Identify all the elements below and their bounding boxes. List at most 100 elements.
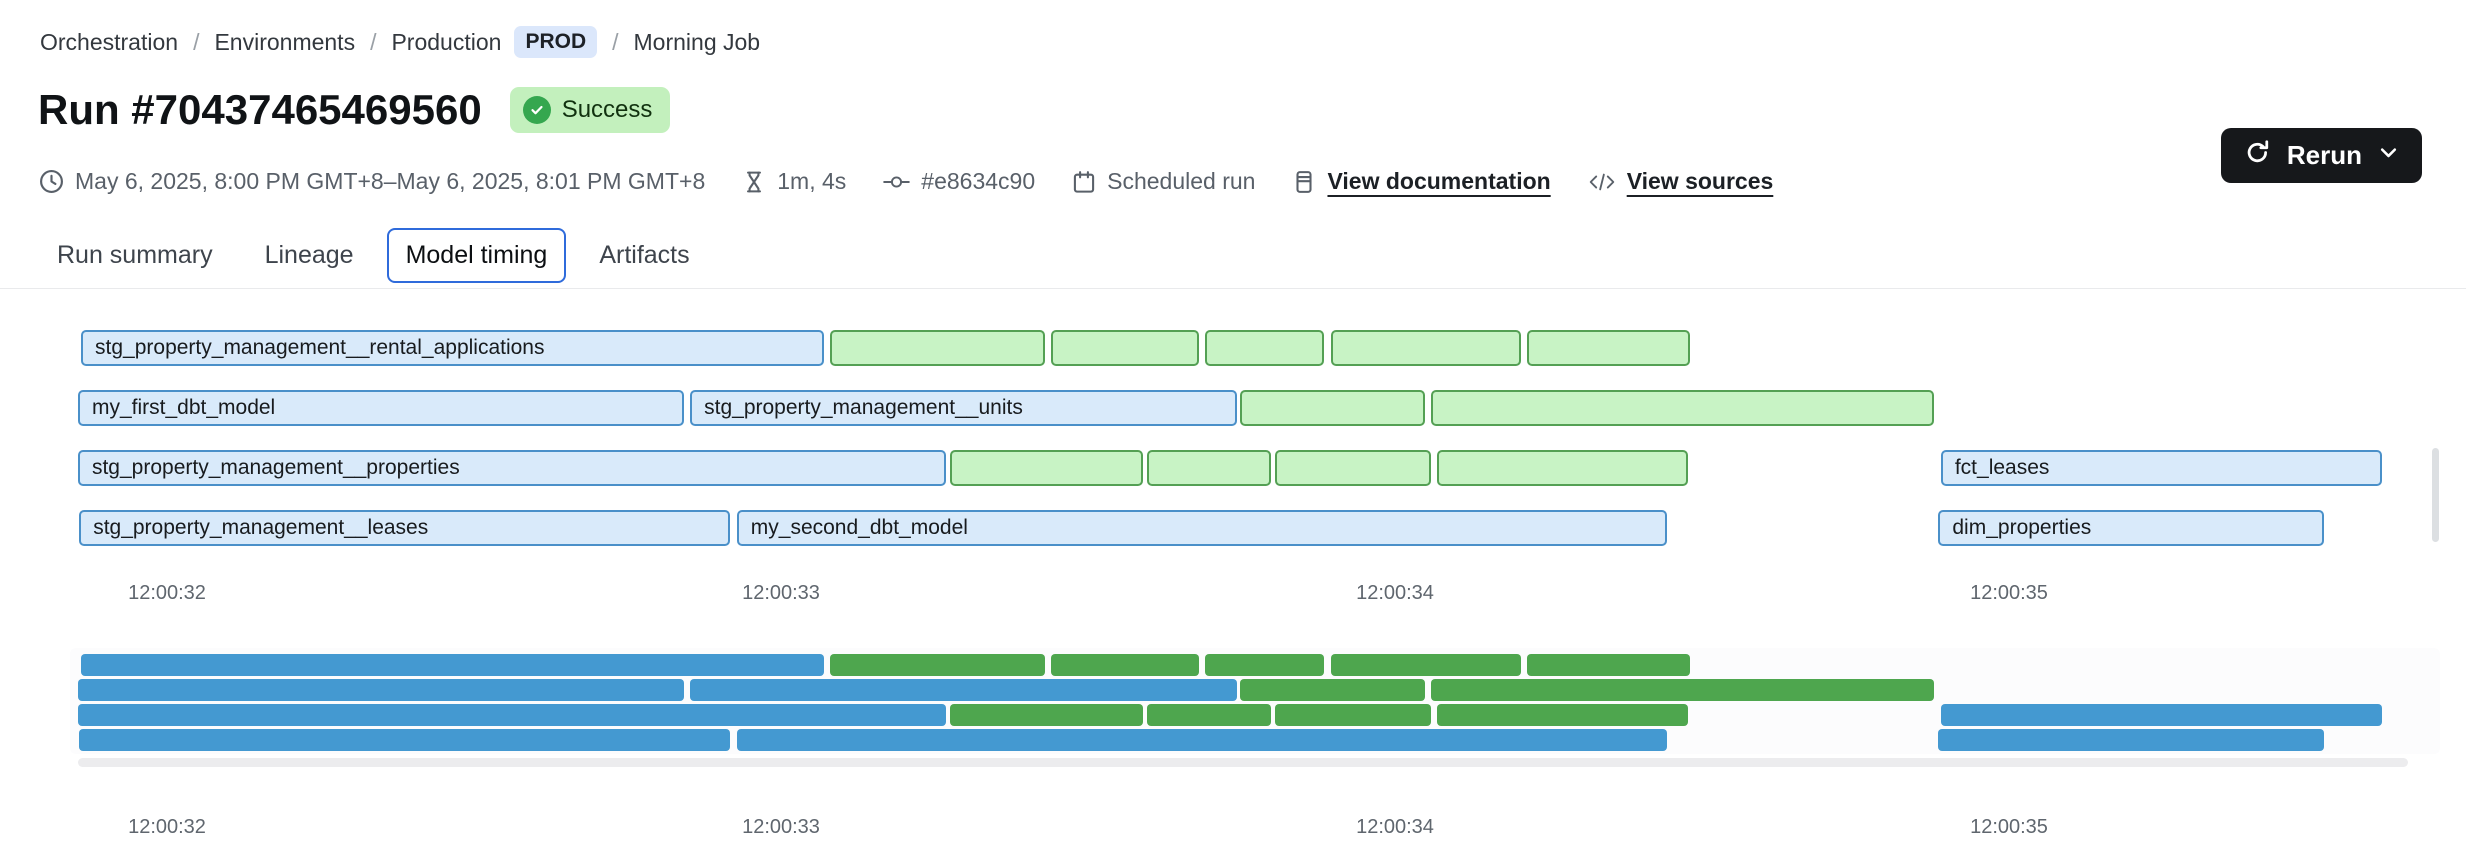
breadcrumb-separator: /: [193, 28, 200, 55]
gantt-bar-my_first_dbt_model[interactable]: my_first_dbt_model: [77, 390, 684, 426]
breadcrumb-item[interactable]: Production: [391, 28, 502, 55]
commit-icon: [882, 169, 911, 195]
gantt-bar[interactable]: [1146, 450, 1271, 486]
tab-lineage[interactable]: Lineage: [264, 240, 354, 269]
minimap-bar: [1330, 654, 1521, 676]
meta-item: #e8634c90: [882, 168, 1035, 195]
gantt-bar[interactable]: [1430, 390, 1935, 426]
chevron-down-icon[interactable]: [2377, 140, 2400, 171]
gantt-bar[interactable]: [830, 330, 1045, 366]
minimap-bar: [736, 729, 1667, 751]
check-icon: [522, 96, 551, 124]
tab-bar: Run summary Lineage Model timing Artifacts: [0, 224, 2466, 289]
breadcrumb-item[interactable]: Orchestration: [40, 28, 179, 55]
meta-label: Scheduled run: [1107, 168, 1256, 194]
minimap-bar: [1430, 679, 1935, 701]
axis-tick-label: 12:00:34: [1356, 582, 1434, 604]
gantt-bar-stg_property_management__rental_applications[interactable]: stg_property_management__rental_applicat…: [81, 330, 824, 366]
minimap-bar: [1051, 654, 1199, 676]
gantt-bar-label: stg_property_management__properties: [91, 456, 460, 479]
minimap-bar: [690, 679, 1238, 701]
calendar-icon: [1071, 169, 1097, 195]
minimap-bar: [1146, 704, 1271, 726]
gantt-bar-label: my_first_dbt_model: [91, 396, 276, 419]
axis-tick-label: 12:00:33: [742, 816, 820, 838]
minimap-bar: [1527, 654, 1690, 676]
meta-label: 1m, 4s: [777, 168, 847, 194]
refresh-icon: [2243, 138, 2272, 174]
meta-label: May 6, 2025, 8:00 PM GMT+8–May 6, 2025, …: [75, 168, 706, 194]
gantt-bar-stg_property_management__properties[interactable]: stg_property_management__properties: [77, 450, 946, 486]
tab-model-timing[interactable]: Model timing: [386, 227, 567, 283]
breadcrumb: Orchestration / Environments / Production PRO…: [40, 26, 760, 58]
meta-item: 1m, 4s: [741, 168, 846, 195]
tab-artifacts[interactable]: Artifacts: [599, 240, 690, 269]
meta-item: View documentation: [1291, 168, 1551, 195]
clock-icon: [38, 168, 65, 195]
meta-link[interactable]: View documentation: [1327, 168, 1551, 194]
hourglass-icon: [741, 169, 767, 195]
axis-tick-label: 12:00:32: [128, 582, 206, 604]
gantt-bar[interactable]: [1436, 450, 1688, 486]
status-label: Success: [561, 96, 653, 123]
gantt-bar-my_second_dbt_model[interactable]: my_second_dbt_model: [736, 510, 1667, 546]
gantt-bar-label: stg_property_management__rental_applicat…: [95, 336, 545, 359]
axis-tick-label: 12:00:34: [1356, 816, 1434, 838]
gantt-bar-label: stg_property_management__units: [704, 396, 1023, 419]
gantt-bar[interactable]: [949, 450, 1143, 486]
minimap-bar: [77, 704, 946, 726]
minimap-bar: [77, 679, 684, 701]
environment-badge: PROD: [514, 26, 598, 58]
minimap-bar: [1204, 654, 1325, 676]
gantt-bar[interactable]: [1527, 330, 1690, 366]
document-icon: [1291, 169, 1317, 195]
axis-tick-label: 12:00:32: [128, 816, 206, 838]
gantt-bar-fct_leases[interactable]: fct_leases: [1940, 450, 2382, 486]
horizontal-scrollbar[interactable]: [78, 758, 2408, 767]
gantt-bar[interactable]: [1275, 450, 1432, 486]
rerun-label: Rerun: [2286, 140, 2362, 170]
minimap-bar: [1436, 704, 1688, 726]
gantt-bar-label: stg_property_management__leases: [93, 516, 429, 539]
page-title: Run #70437465469560: [38, 86, 482, 133]
gantt-bar-label: dim_properties: [1952, 516, 2092, 539]
axis-tick-label: 12:00:35: [1970, 816, 2048, 838]
minimap-bar: [1275, 704, 1432, 726]
gantt-bar-label: fct_leases: [1954, 456, 2050, 479]
breadcrumb-separator: /: [612, 28, 619, 55]
gantt-bar[interactable]: [1240, 390, 1426, 426]
minimap-bar: [81, 654, 824, 676]
meta-item: Scheduled run: [1071, 168, 1255, 195]
gantt-bar-label: my_second_dbt_model: [750, 516, 968, 539]
gantt-bar[interactable]: [1204, 330, 1325, 366]
meta-label: #e8634c90: [921, 168, 1036, 194]
code-icon: [1587, 169, 1617, 195]
meta-link[interactable]: View sources: [1626, 168, 1774, 194]
minimap-bar: [1240, 679, 1426, 701]
minimap-bar: [79, 729, 731, 751]
minimap-bar: [1940, 704, 2382, 726]
gantt-bar[interactable]: [1330, 330, 1521, 366]
minimap-bar: [1938, 729, 2324, 751]
model-timing-chart: stg_property_management__rental_applicat…: [0, 288, 2466, 842]
rerun-button[interactable]: Rerun: [2220, 128, 2422, 183]
gantt-bar[interactable]: [1051, 330, 1199, 366]
meta-item: May 6, 2025, 8:00 PM GMT+8–May 6, 2025, …: [38, 168, 705, 195]
breadcrumb-item[interactable]: Morning Job: [633, 28, 761, 55]
minimap-bar: [830, 654, 1045, 676]
meta-item: View sources: [1587, 168, 1774, 195]
gantt-bar-dim_properties[interactable]: dim_properties: [1938, 510, 2324, 546]
vertical-scrollbar[interactable]: [2432, 448, 2439, 542]
gantt-bar-stg_property_management__leases[interactable]: stg_property_management__leases: [79, 510, 731, 546]
title-row: Run #70437465469560 Success: [38, 86, 671, 134]
tabs: Run summary Lineage Model timing Artifacts: [38, 224, 709, 286]
breadcrumb-item[interactable]: Environments: [214, 28, 356, 55]
breadcrumb-separator: /: [370, 28, 377, 55]
tab-run-summary[interactable]: Run summary: [57, 240, 213, 269]
gantt-bar-stg_property_management__units[interactable]: stg_property_management__units: [690, 390, 1238, 426]
run-meta: May 6, 2025, 8:00 PM GMT+8–May 6, 2025, …: [38, 168, 1773, 195]
axis-tick-label: 12:00:35: [1970, 582, 2048, 604]
minimap-bar: [949, 704, 1143, 726]
axis-tick-label: 12:00:33: [742, 582, 820, 604]
